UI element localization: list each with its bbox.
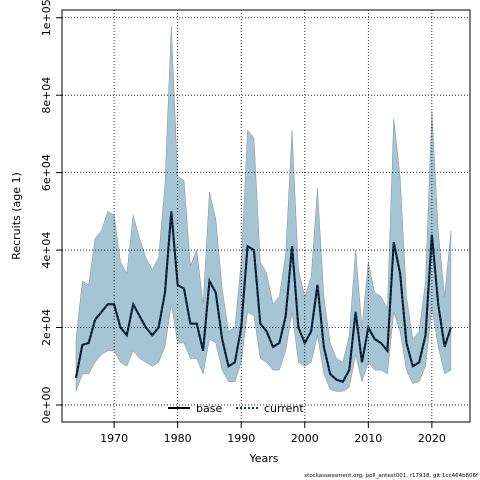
- x-axis-label: Years: [248, 452, 278, 465]
- x-tick-label: 2010: [354, 432, 382, 445]
- legend-label: base: [196, 402, 222, 415]
- y-tick-label: 6e+04: [40, 154, 53, 191]
- legend-label: current: [264, 402, 304, 415]
- confidence-band: [75, 25, 452, 392]
- x-tick-label: 1980: [164, 432, 192, 445]
- y-tick-label: 8e+04: [40, 77, 53, 114]
- y-tick-label: 2e+04: [40, 309, 53, 346]
- y-tick-label: 0e+00: [40, 386, 53, 423]
- y-tick-label: 1e+05: [40, 0, 53, 36]
- plot-frame: [61, 9, 471, 423]
- series-line: [74, 211, 452, 383]
- y-tick-label: 4e+04: [40, 232, 53, 269]
- x-tick-label: 2020: [418, 432, 446, 445]
- x-tick-label: 2000: [291, 432, 319, 445]
- y-axis-label: Recruits (age 1): [10, 172, 23, 260]
- x-tick-label: 1990: [227, 432, 255, 445]
- x-tick-label: 1970: [100, 432, 128, 445]
- footer: stockassessment.org, poll_antest001, r17…: [304, 473, 479, 479]
